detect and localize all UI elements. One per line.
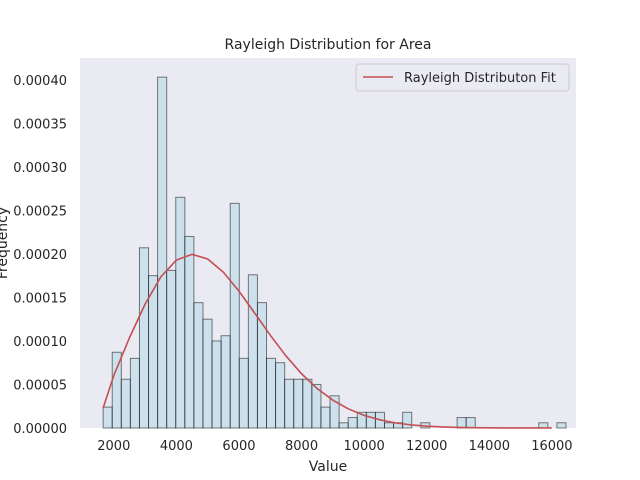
x-axis-ticks: 2000 4000 6000 8000 10000 12000 14000 16000 [97, 439, 572, 454]
y-tick-label: 0.00035 [13, 117, 67, 132]
histogram-bar [111, 351, 122, 429]
y-tick-label: 0.00000 [13, 422, 67, 437]
y-axis-ticks: 0.00000 0.00005 0.00010 0.00015 0.00020 0.000… [13, 74, 67, 437]
histogram-bar [166, 269, 177, 429]
chart-title: Rayleigh Distribution for Area [225, 37, 432, 53]
histogram-bar [238, 357, 249, 429]
y-tick-label: 0.00030 [13, 161, 67, 176]
legend: Rayleigh Distributon Fit [355, 63, 570, 92]
x-tick-label: 14000 [469, 439, 510, 454]
histogram-bar [275, 362, 286, 429]
legend-box [355, 63, 570, 92]
histogram-bar [556, 422, 567, 429]
histogram-bar [311, 383, 322, 429]
histogram-bar [465, 417, 476, 429]
y-tick-label: 0.00015 [13, 291, 67, 306]
histogram-bar [338, 422, 349, 429]
histogram-bar [184, 235, 195, 429]
histogram-bar [175, 196, 186, 429]
histogram-bar [102, 406, 113, 429]
histogram-bar [320, 406, 331, 429]
histogram-bar [138, 247, 150, 429]
histogram-bar [229, 202, 240, 429]
histogram-bar [247, 274, 258, 429]
histogram-bar [256, 302, 268, 429]
x-tick-label: 8000 [285, 439, 318, 454]
histogram-bar [383, 422, 395, 429]
histogram-bar [347, 417, 358, 429]
y-tick-label: 0.00025 [13, 204, 67, 219]
histogram-bar [266, 357, 277, 429]
histogram-bar [302, 378, 313, 429]
x-tick-label: 2000 [97, 439, 130, 454]
x-tick-label: 12000 [406, 439, 447, 454]
histogram-bars [102, 76, 567, 429]
y-tick-label: 0.00005 [13, 378, 67, 393]
x-tick-label: 16000 [531, 439, 572, 454]
histogram-bar [157, 76, 168, 429]
fit-line-group [102, 253, 552, 429]
x-tick-label: 6000 [222, 439, 255, 454]
y-tick-label: 0.00040 [13, 74, 67, 89]
histogram-bar [365, 411, 376, 429]
x-tick-label: 4000 [160, 439, 193, 454]
histogram-bar [193, 302, 204, 429]
histogram-bar [120, 378, 131, 429]
y-axis-label: Frequency [0, 207, 11, 279]
x-axis-label: Value [309, 459, 347, 475]
legend-label-fit: Rayleigh Distributon Fit [404, 71, 556, 86]
y-tick-label: 0.00020 [13, 248, 67, 263]
histogram-bar [456, 417, 467, 429]
x-tick-label: 10000 [343, 439, 384, 454]
histogram-bar [202, 318, 213, 429]
histogram-bar [220, 335, 231, 429]
histogram-bar [148, 275, 159, 429]
histogram-bar [329, 395, 340, 429]
histogram-bar [284, 378, 295, 429]
rayleigh-fit-line [102, 253, 552, 429]
histogram-bar [293, 378, 304, 429]
histogram-bar [402, 411, 413, 429]
histogram-bar [129, 357, 140, 429]
y-tick-label: 0.00010 [13, 335, 67, 350]
histogram-bar [211, 340, 222, 429]
